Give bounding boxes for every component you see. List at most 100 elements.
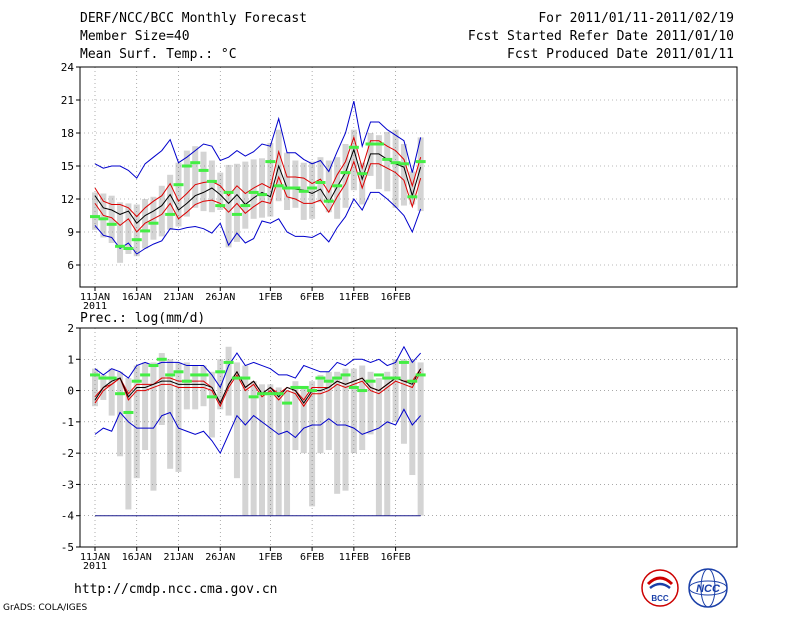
obs-marker <box>340 171 351 175</box>
spread-box <box>400 359 407 444</box>
obs-marker <box>415 160 426 164</box>
spread-box <box>334 157 341 219</box>
spread-box <box>92 368 98 407</box>
y-tick-label: -5 <box>61 541 74 554</box>
y-tick-label: 24 <box>61 61 75 74</box>
spread-box <box>359 365 366 451</box>
spread-box <box>233 362 240 479</box>
series-max <box>94 100 422 179</box>
obs-marker <box>98 376 109 380</box>
obs-marker <box>407 379 418 383</box>
spread-box <box>267 384 274 516</box>
obs-marker <box>315 181 326 184</box>
spread-box <box>108 368 115 416</box>
obs-marker <box>390 376 401 380</box>
spread-box <box>292 160 299 208</box>
spread-box <box>225 346 232 416</box>
obs-marker <box>407 195 418 199</box>
series-min <box>94 191 422 255</box>
spread-box <box>259 384 265 516</box>
forecast-period: For 2011/01/11-2011/02/19 <box>538 11 734 26</box>
series-lower <box>94 160 422 233</box>
obs-marker <box>90 373 100 377</box>
spread-box <box>342 368 349 491</box>
obs-marker <box>198 168 209 172</box>
obs-marker <box>148 221 159 225</box>
obs-marker <box>156 357 167 361</box>
obs-marker <box>165 373 176 377</box>
obs-marker <box>298 189 309 193</box>
obs-marker <box>248 190 259 194</box>
obs-marker <box>206 179 217 183</box>
obs-marker <box>123 247 134 250</box>
obs-marker <box>365 142 376 146</box>
obs-marker <box>106 376 117 380</box>
plot-frame <box>79 327 738 548</box>
spread-box <box>292 381 299 451</box>
obs-marker <box>123 410 134 414</box>
x-tick-label: 26JAN <box>205 552 235 563</box>
spread-box <box>242 161 249 229</box>
obs-marker <box>290 385 301 389</box>
obs-marker <box>323 199 334 203</box>
forecast-produced-date: Fcst Produced Date 2011/01/11 <box>507 47 734 62</box>
obs-marker <box>190 161 201 165</box>
spread-box <box>392 359 399 422</box>
spread-box <box>133 204 140 257</box>
obs-marker <box>373 373 384 377</box>
obs-marker <box>315 376 326 380</box>
plot-2: -5 -4 -3 -2 -1 0 1 2 11JAN 16JAN 21JAN 26JAN 1FEB 6FE… <box>61 311 738 572</box>
spread-box <box>117 371 124 457</box>
spread-box <box>250 159 257 219</box>
x-tick-label: 6FEB <box>300 552 324 563</box>
obs-marker <box>357 389 368 393</box>
obs-marker <box>323 379 334 383</box>
spread-box <box>284 390 291 516</box>
obs-marker <box>231 376 242 380</box>
y-tick-label: 2 <box>67 322 74 335</box>
series-upper <box>94 135 422 218</box>
spread-box <box>175 162 182 227</box>
series-max <box>94 345 422 389</box>
series-mean <box>94 368 422 405</box>
obs-marker <box>106 222 117 226</box>
obs-marker <box>173 183 184 187</box>
obs-marker <box>223 360 234 364</box>
obs-marker <box>373 142 384 146</box>
spread-box <box>192 146 199 208</box>
spread-box <box>284 152 291 210</box>
obs-marker <box>282 186 293 190</box>
spread-box <box>367 371 374 435</box>
y-tick-label: 12 <box>61 193 74 206</box>
obs-marker <box>257 392 267 396</box>
spread-box <box>417 362 424 516</box>
obs-marker <box>90 215 100 219</box>
obs-marker <box>357 172 368 176</box>
svg-text:BCC: BCC <box>651 594 669 603</box>
variable-label: Mean Surf. Temp.: °C <box>80 47 237 62</box>
spread-box <box>117 202 124 263</box>
x-tick-label: 16JAN <box>122 292 152 303</box>
spread-box <box>208 160 215 213</box>
y-tick-label: 18 <box>61 127 74 140</box>
spread-box <box>150 362 157 491</box>
spread-box <box>208 371 215 438</box>
source-url[interactable]: http://cmdp.ncc.cma.gov.cn <box>74 582 278 597</box>
obs-marker <box>398 162 409 166</box>
spread-box <box>108 195 115 243</box>
obs-marker <box>215 370 226 374</box>
y-tick-label: 6 <box>67 259 74 272</box>
spread-box <box>400 144 407 206</box>
obs-marker <box>231 212 242 216</box>
obs-marker <box>307 389 318 393</box>
obs-marker <box>415 373 426 377</box>
spread-box <box>309 161 316 219</box>
obs-marker <box>131 238 142 242</box>
obs-marker <box>115 392 126 396</box>
plot-1: 6 9 12 15 18 21 24 11JAN 16JAN 21JAN 26JAN 1FEB 6FEB… <box>61 61 738 312</box>
spread-box <box>259 158 265 218</box>
bcc-logo: BCC <box>641 569 679 607</box>
obs-marker <box>181 379 192 383</box>
ncc-logo: NCC <box>688 568 728 608</box>
